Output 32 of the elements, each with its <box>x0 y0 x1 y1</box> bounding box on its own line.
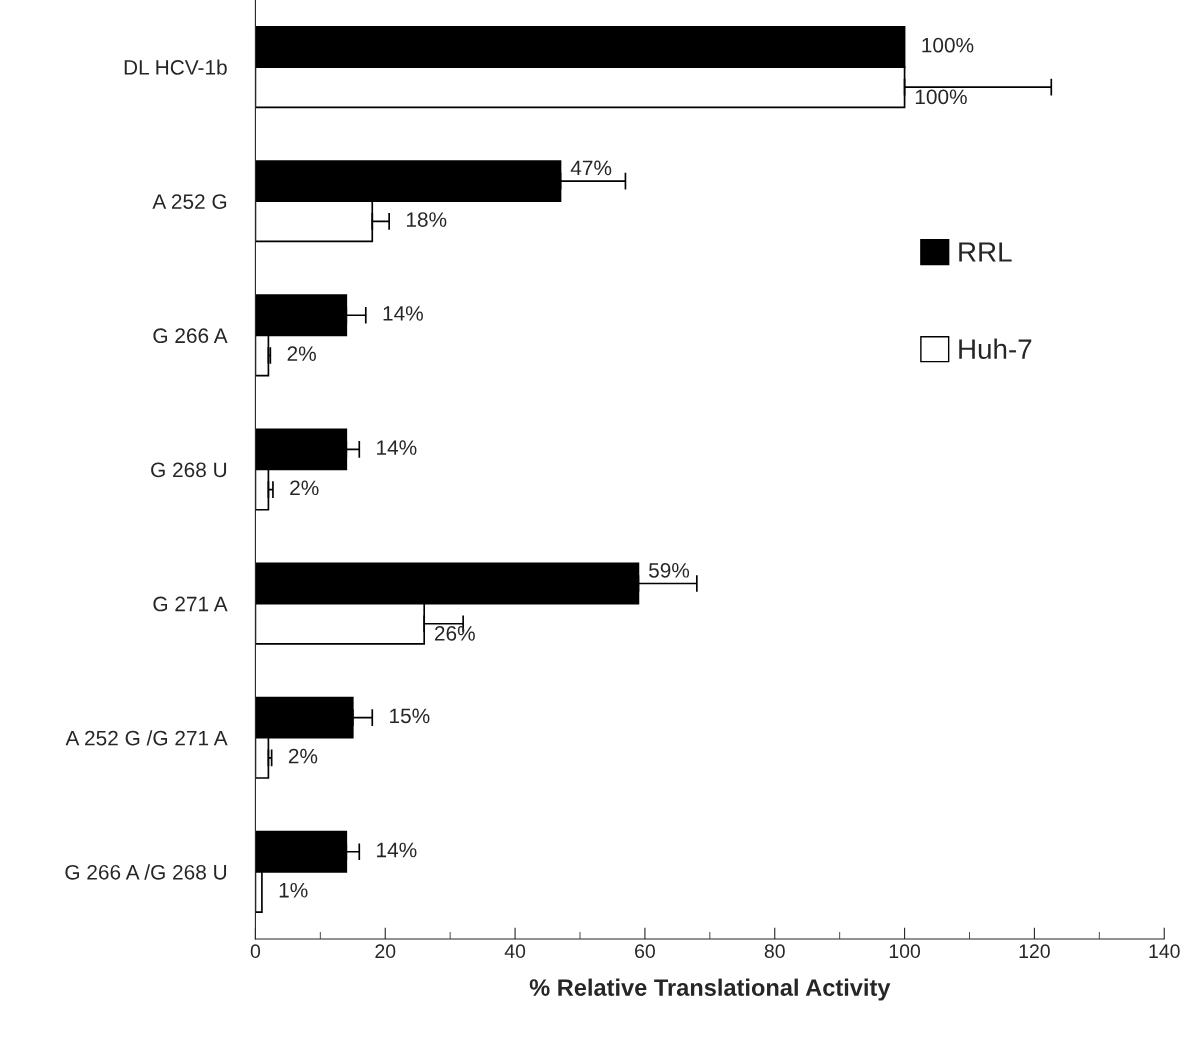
data-label: 47% <box>570 160 612 176</box>
data-label: 18% <box>406 212 447 227</box>
y-tick-label: G 271 A <box>153 596 228 612</box>
data-label: 14% <box>377 440 417 455</box>
x-tick-label: 100 <box>889 944 921 959</box>
x-axis-title: % Relative Translational Activity <box>529 978 891 1001</box>
data-label: 100% <box>922 37 974 53</box>
x-tick-label: 140 <box>1149 944 1180 959</box>
data-label: 14% <box>383 306 423 321</box>
legend-label: Huh-7 <box>959 338 1032 359</box>
y-tick-label: G 266 A /G 268 U <box>65 864 227 880</box>
x-tick-label: 120 <box>1019 944 1050 959</box>
legend-label: RRL <box>959 242 1012 262</box>
y-tick-label: G 266 A <box>153 328 228 344</box>
data-label: 15% <box>390 708 430 724</box>
x-tick-label: 60 <box>635 944 655 959</box>
x-tick-label: 0 <box>250 944 261 959</box>
x-tick-label: 20 <box>375 944 396 959</box>
data-label: 2% <box>288 748 318 764</box>
y-tick-label: A 252 G <box>152 194 227 209</box>
data-label: 2% <box>290 480 319 496</box>
y-tick-label: A 252 G /G 271 A <box>65 730 228 746</box>
y-tick-label: DL HCV-1b <box>124 59 227 75</box>
data-label: 14% <box>377 842 417 858</box>
x-tick-label: 80 <box>764 944 785 959</box>
data-label: 100% <box>915 89 967 105</box>
data-label: 59% <box>648 562 690 578</box>
data-label: 1% <box>279 882 308 898</box>
data-label: 26% <box>434 625 475 641</box>
x-tick-label: 40 <box>504 944 526 959</box>
data-label: 2% <box>287 346 316 361</box>
y-tick-label: G 268 U <box>151 462 227 478</box>
